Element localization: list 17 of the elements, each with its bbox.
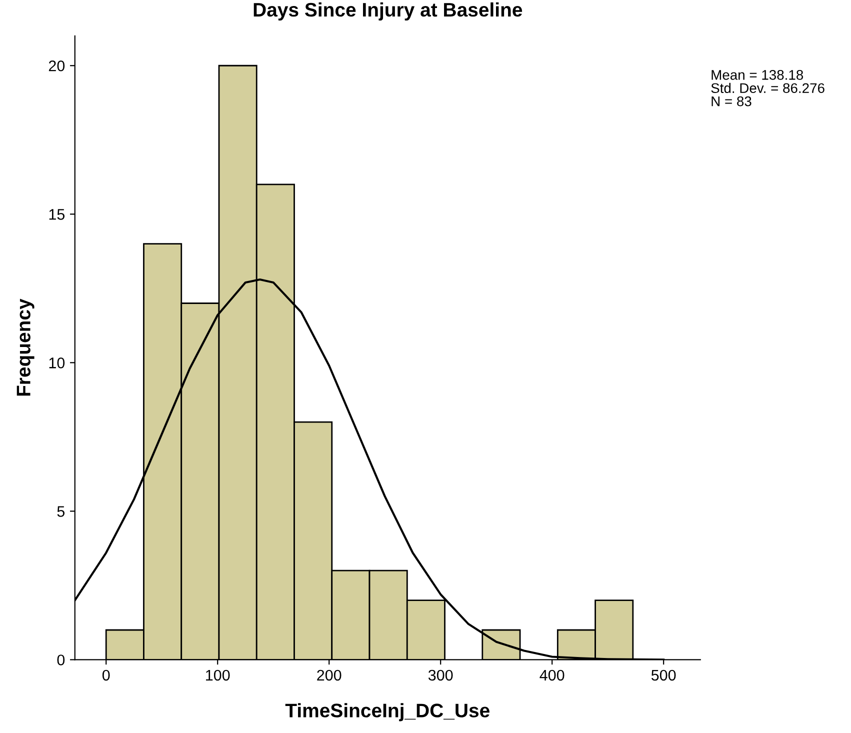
- text: N = 83: [712, 96, 752, 106]
- x-tick-label: 500: [651, 670, 676, 681]
- y-tick-label: 0: [57, 654, 65, 666]
- text: Mean = 138.18: [712, 70, 804, 80]
- x-tick-label: 300: [428, 670, 453, 681]
- y-tick-label: 10: [49, 358, 65, 368]
- x-tick-label: 400: [540, 670, 564, 681]
- chart-title: Days Since Injury at Baseline: [254, 2, 522, 21]
- text: Std. Dev. = 86.276: [711, 82, 824, 94]
- x-tick-label: 0: [102, 670, 110, 681]
- x-tick-label: 200: [317, 670, 342, 681]
- y-tick-label: 5: [57, 506, 65, 517]
- y-tick-label: 20: [48, 60, 65, 72]
- y-tick-label: 15: [49, 209, 65, 220]
- x-tick-label: 100: [206, 670, 230, 681]
- y-axis-title: Frequency: [16, 298, 34, 396]
- x-axis-title: TimeSinceInj_DC_Use: [285, 703, 490, 722]
